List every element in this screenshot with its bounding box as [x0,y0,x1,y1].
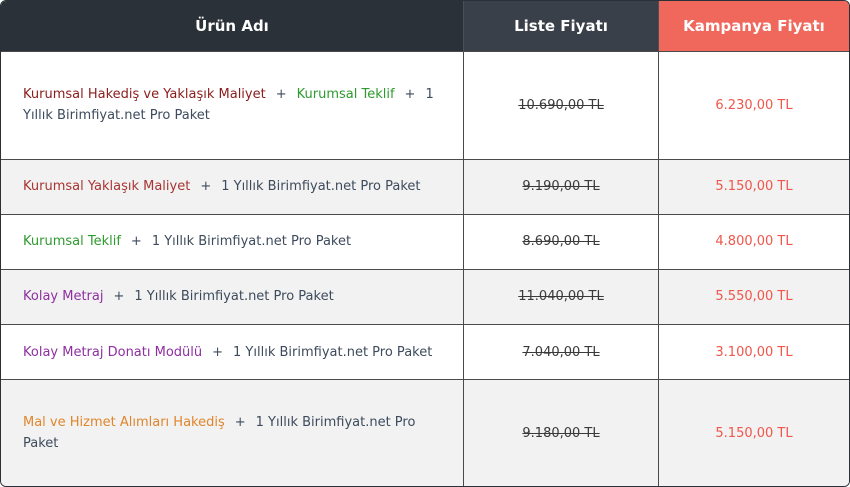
header-campaign-price: Kampanya Fiyatı [658,1,849,52]
product-part: Kolay Metraj [23,289,104,305]
campaign-price: 6.230,00 TL [658,51,849,160]
product-part: + [200,179,212,195]
campaign-price: 5.550,00 TL [658,268,849,325]
product-part: + [404,87,416,103]
product-part: + [212,344,224,360]
campaign-price: 4.800,00 TL [658,213,849,270]
list-price: 8.690,00 TL [463,213,659,270]
product-part: Mal ve Hizmet Alımları Hakediş [23,415,225,431]
table-row: Kurumsal Teklif +1 Yıllık Birimfiyat.net … [1,213,849,270]
product-part: + [113,289,125,305]
table-row: Kolay Metraj Donatı Modülü +1 Yıllık Biri… [1,323,849,380]
product-part: 1 Yıllık Birimfiyat.net Pro Paket [221,179,421,195]
table-row: Mal ve Hizmet Alımları Hakediş +1 Yıllık … [1,379,849,486]
product-part: 1 Yıllık Birimfiyat.net Pro Paket [23,87,434,124]
product-part: Kolay Metraj Donatı Modülü [23,344,203,360]
product-part: 1 Yıllık Birimfiyat.net Pro Paket [233,344,433,360]
product-part: + [130,234,142,250]
table-row: Kurumsal Hakediş ve Yaklaşık Maliyet + Kur… [1,51,849,160]
product-cell: Kurumsal Teklif +1 Yıllık Birimfiyat.net … [1,213,464,270]
product-part: 1 Yıllık Birimfiyat.net Pro Paket [23,415,416,452]
product-part: Kurumsal Hakediş ve Yaklaşık Maliyet [23,87,266,103]
product-part: Kurumsal Yaklaşık Maliyet [23,179,191,195]
product-cell: Kurumsal Yaklaşık Maliyet +1 Yıllık Birim… [1,158,464,215]
product-part: 1 Yıllık Birimfiyat.net Pro Paket [151,234,352,250]
list-price: 9.190,00 TL [463,158,659,215]
campaign-price: 3.100,00 TL [658,323,849,380]
header-product: Ürün Adı [1,1,464,52]
table-body: Kurumsal Hakediş ve Yaklaşık Maliyet + Kur… [1,51,849,486]
product-part: + [234,415,246,431]
product-cell: Kurumsal Hakediş ve Yaklaşık Maliyet + Kur… [1,51,464,160]
product-cell: Kolay Metraj Donatı Modülü +1 Yıllık Biri… [1,323,464,380]
product-part: 1 Yıllık Birimfiyat.net Pro Paket [134,289,334,305]
product-part: Kurumsal Teklif [23,234,121,250]
table-row: Kolay Metraj +1 Yıllık Birimfiyat.net Pro… [1,268,849,325]
list-price: 11.040,00 TL [463,268,659,325]
list-price: 10.690,00 TL [463,51,659,160]
list-price: 7.040,00 TL [463,323,659,380]
product-cell: Kolay Metraj +1 Yıllık Birimfiyat.net Pro… [1,268,464,325]
product-part: Kurumsal Teklif [296,87,395,103]
campaign-price: 5.150,00 TL [658,379,849,486]
header-list-price: Liste Fiyatı [463,1,659,52]
header-row: Ürün Adı Liste Fiyatı Kampanya Fiyatı [1,1,849,52]
table-row: Kurumsal Yaklaşık Maliyet +1 Yıllık Birim… [1,158,849,215]
campaign-price: 5.150,00 TL [658,158,849,215]
product-part: + [275,87,287,103]
product-cell: Mal ve Hizmet Alımları Hakediş +1 Yıllık … [1,379,464,486]
list-price: 9.180,00 TL [463,379,659,486]
